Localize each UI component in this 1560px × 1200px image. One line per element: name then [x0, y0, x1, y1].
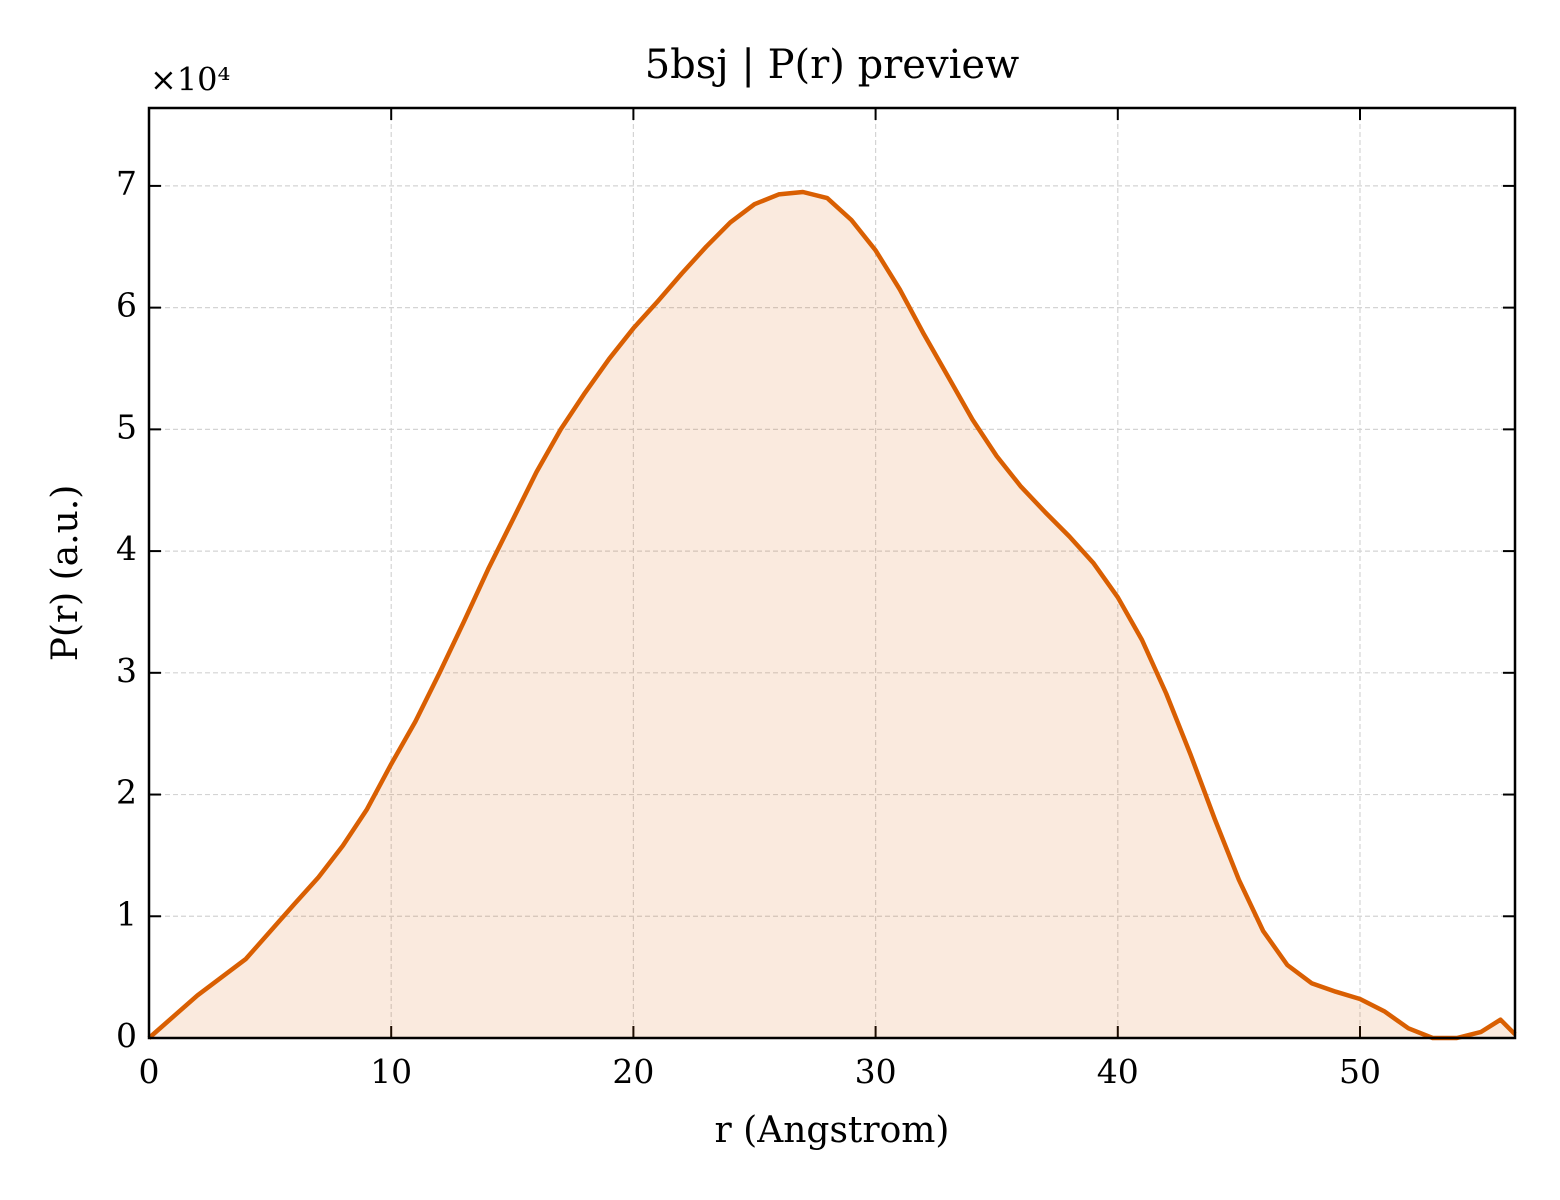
x-tick-label: 30 [855, 1052, 897, 1091]
plot-frame [147, 106, 1517, 1040]
chart-title: 5bsj | P(r) preview [645, 42, 1020, 88]
y-tick-label: 0 [116, 1016, 137, 1055]
y-tick-label: 2 [116, 773, 137, 812]
x-axis-label: r (Angstrom) [715, 1110, 950, 1151]
x-tick-label: 40 [1097, 1052, 1139, 1091]
y-offset-label: ×10⁴ [150, 61, 230, 99]
line [147, 189, 1517, 1041]
x-tick-label: 10 [370, 1052, 412, 1091]
y-tick-label: 7 [116, 164, 137, 203]
y-axis-label: P(r) (a.u.) [45, 485, 86, 662]
x-tick-label: 50 [1339, 1052, 1381, 1091]
y-tick-label: 4 [116, 529, 137, 568]
y-tick-label: 5 [116, 407, 137, 446]
x-tick-label: 0 [139, 1052, 160, 1091]
x-tick-label: 20 [612, 1052, 654, 1091]
y-tick-label: 3 [116, 651, 137, 690]
y-tick-label: 6 [116, 286, 137, 325]
area [149, 192, 1515, 1038]
y-tick-label: 1 [116, 894, 137, 933]
